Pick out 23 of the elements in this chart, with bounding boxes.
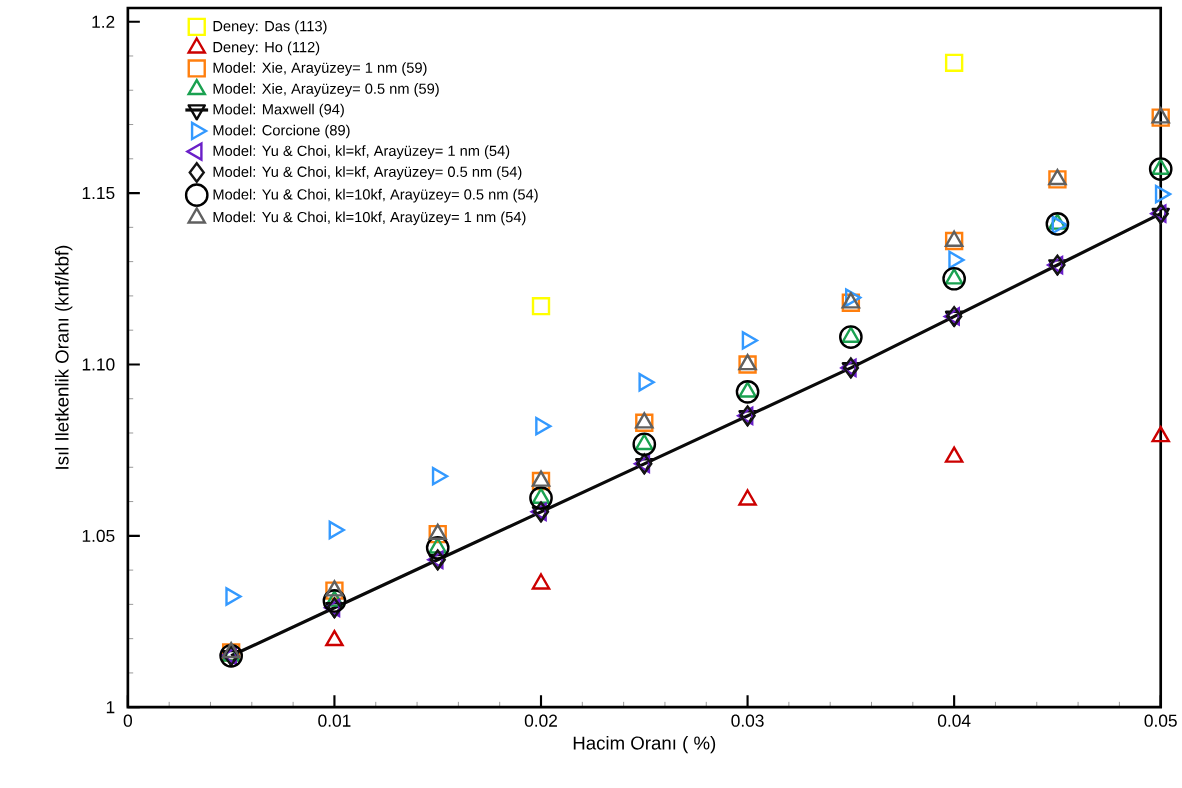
y-tick-label: 1.10 [82,358,115,371]
legend-label: Deney: Ho (112) [213,41,320,56]
legend-label: Model: Maxwell (94) [213,103,344,118]
x-tick-label: 0.02 [524,714,557,727]
x-tick-label: 0 [123,714,133,727]
y-tick-label: 1.2 [92,15,115,28]
legend-label: Model: Yu & Choi, kl=10kf, Arayüzey= 0.5 nm (54) [213,188,538,203]
y-tick-label: 1 [106,701,115,714]
y-axis-title: Isıl Iletkenlik Oranı (knf/kbf) [54,245,73,469]
legend-label: Model: Xie, Arayüzey= 0.5 nm (59) [213,83,439,97]
legend-label: Model: Yu & Choi, kl=10kf, Arayüzey= 1 nm (54) [213,211,526,226]
y-tick-label: 1.05 [82,529,115,542]
legend-label: Model: Xie, Arayüzey= 1 nm (59) [213,62,427,76]
legend-label: Model: Yu & Choi, kl=kf, Arayüzey= 0.5 nm (54) [213,166,522,180]
legend-label: Model: Corcione (89) [213,124,350,139]
y-tick-label: 1.15 [82,186,115,200]
legend-label: Deney: Das (113) [213,20,327,35]
x-tick-label: 0.01 [318,714,351,727]
x-tick-label: 0.04 [937,714,971,727]
legend-label: Model: Yu & Choi, kl=kf, Arayüzey= 1 nm (54) [213,145,510,159]
x-tick-label: 0.05 [1144,714,1177,727]
x-tick-label: 0.03 [731,714,764,727]
x-axis-title: Hacim Oranı ( %) [573,735,716,754]
